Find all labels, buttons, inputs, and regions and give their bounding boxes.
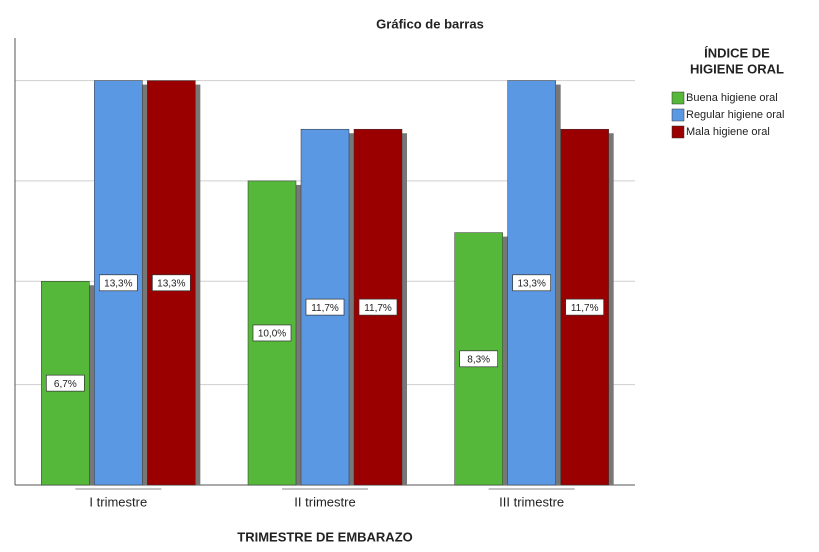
legend-swatch	[671, 108, 685, 122]
value-label-box	[151, 274, 191, 292]
value-label-box	[98, 274, 138, 292]
x-axis-label: TRIMESTRE DE EMBARAZO	[237, 529, 413, 544]
value-label: 13,3%	[157, 278, 185, 289]
legend-label: Regular higiene oral	[686, 109, 784, 121]
legend-swatch	[671, 91, 685, 105]
value-label: 11,7%	[364, 303, 392, 314]
x-tick-label: II trimestre	[294, 494, 355, 509]
value-label: 10,0%	[258, 329, 286, 340]
value-label: 11,7%	[311, 303, 339, 314]
legend-title: ÍNDICE DE	[704, 45, 770, 60]
value-label-box	[512, 274, 552, 292]
legend-label: Buena higiene oral	[686, 92, 778, 104]
value-label-box	[565, 298, 605, 316]
value-label: 11,7%	[571, 303, 599, 314]
value-label: 8,3%	[467, 354, 490, 365]
value-label: 6,7%	[54, 379, 77, 390]
value-label-box	[252, 324, 292, 342]
value-label-box	[358, 298, 398, 316]
value-label: 13,3%	[517, 278, 545, 289]
x-tick-label: III trimestre	[499, 494, 564, 509]
value-label: 13,3%	[104, 278, 132, 289]
value-label-box	[459, 350, 499, 368]
value-label-box	[305, 298, 345, 316]
legend-title: HIGIENE ORAL	[690, 61, 784, 76]
value-label-box	[45, 374, 85, 392]
x-tick-label: I trimestre	[89, 494, 147, 509]
chart-title: Gráfico de barras	[376, 16, 484, 31]
legend-label: Mala higiene oral	[686, 126, 770, 138]
legend-swatch	[671, 125, 685, 139]
